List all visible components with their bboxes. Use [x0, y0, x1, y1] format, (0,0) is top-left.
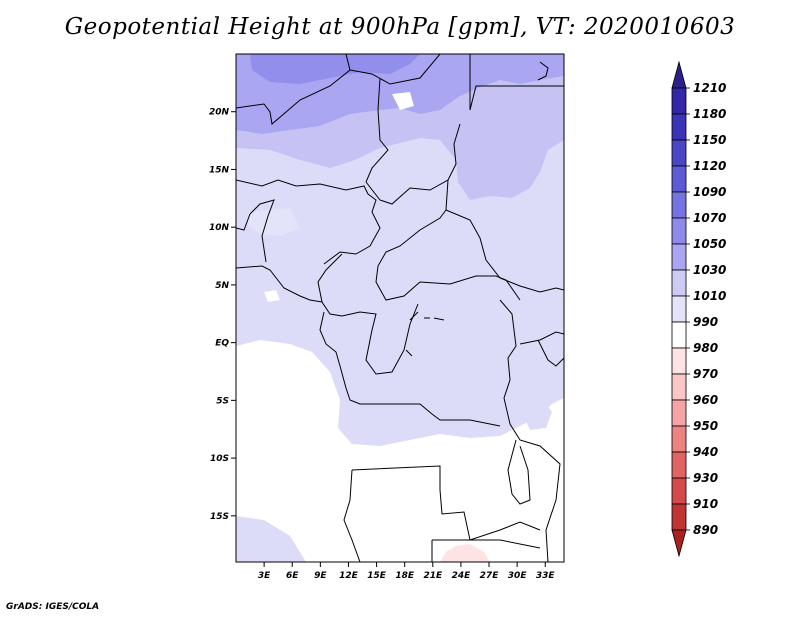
lon-tick-label: 27E [480, 571, 500, 581]
colorbar-level-label: 950 [693, 419, 718, 433]
longitude-axis: 3E 6E 9E 12E 15E 18E 21E 24E 27E 30E 33E [258, 562, 556, 581]
lon-tick-label: 18E [395, 571, 415, 581]
colorbar-segment [671, 87, 687, 115]
height-band-990 [440, 544, 490, 562]
lat-tick-label: EQ [215, 339, 229, 349]
lon-tick-label: 30E [508, 571, 528, 581]
lat-tick-label: 15N [209, 165, 230, 175]
map-frame [235, 53, 565, 563]
lon-tick-label: 12E [339, 571, 359, 581]
colorbar-segment [671, 451, 687, 479]
colorbar-level-label: 960 [693, 393, 718, 407]
lat-tick-label: 10S [210, 454, 229, 464]
lat-tick-label: 10N [209, 223, 230, 233]
map-title: Geopotential Height at 900hPa [gpm], VT:… [64, 14, 736, 40]
colorbar-level-label: 1050 [693, 237, 726, 251]
latitude-axis: 20N 15N 10N 5N EQ 5S 10S 15S [209, 108, 236, 522]
colorbar-level-label: 1210 [693, 81, 726, 95]
colorbar-segment [671, 217, 687, 245]
colorbar-segment [671, 399, 687, 427]
colorbar-level-label: 990 [693, 315, 718, 329]
colorbar-arrow-top [671, 60, 687, 89]
colorbar: 1210 1180 1150 1120 1090 1070 1050 1030 1010 990 9… [671, 60, 726, 558]
colorbar-segment [671, 269, 687, 297]
colorbar-segment [671, 425, 687, 453]
colorbar-arrow-bottom [671, 529, 687, 558]
lat-tick-label: 20N [209, 108, 230, 118]
lon-tick-label: 6E [286, 571, 299, 581]
lat-tick-label: 5S [216, 396, 229, 406]
colorbar-segment [671, 295, 687, 323]
colorbar-segment [671, 113, 687, 141]
colorbar-level-label: 1120 [693, 159, 726, 173]
colorbar-level-label: 1090 [693, 185, 726, 199]
colorbar-segment [671, 373, 687, 401]
colorbar-segment [671, 139, 687, 167]
height-patch-light [248, 208, 300, 236]
colorbar-level-label: 1010 [693, 289, 726, 303]
colorbar-level-label: 1030 [693, 263, 726, 277]
colorbar-segment [671, 503, 687, 531]
lat-tick-label: 5N [215, 281, 229, 291]
lon-tick-label: 21E [423, 571, 443, 581]
colorbar-level-label: 940 [693, 445, 718, 459]
lat-tick-label: 15S [210, 512, 229, 522]
colorbar-segment [671, 243, 687, 271]
lon-tick-label: 15E [367, 571, 387, 581]
height-patch-white-1 [264, 290, 280, 302]
colorbar-segment [671, 165, 687, 193]
colorbar-level-label: 980 [693, 341, 718, 355]
height-band-below-1010 [236, 340, 564, 562]
colorbar-level-label: 890 [693, 523, 718, 537]
height-patch-sw [236, 516, 306, 562]
lon-tick-label: 33E [536, 571, 556, 581]
lon-tick-label: 9E [314, 571, 327, 581]
country-borders [236, 54, 564, 562]
height-band-1070 [250, 54, 420, 84]
colorbar-segment [671, 191, 687, 219]
lon-tick-label: 24E [452, 571, 472, 581]
colorbar-level-label: 930 [693, 471, 718, 485]
colorbar-segment [671, 347, 687, 375]
grads-credit: GrADS: IGES/COLA [6, 602, 100, 612]
height-patch-white-2 [392, 92, 414, 110]
colorbar-level-label: 910 [693, 497, 718, 511]
colorbar-level-label: 1180 [693, 107, 726, 121]
colorbar-level-label: 1150 [693, 133, 726, 147]
colorbar-segment [671, 321, 687, 349]
height-patch-e [520, 396, 552, 430]
lon-tick-label: 3E [258, 571, 271, 581]
colorbar-level-label: 970 [693, 367, 718, 381]
colorbar-segment [671, 477, 687, 505]
map-area [236, 54, 564, 562]
colorbar-level-label: 1070 [693, 211, 726, 225]
